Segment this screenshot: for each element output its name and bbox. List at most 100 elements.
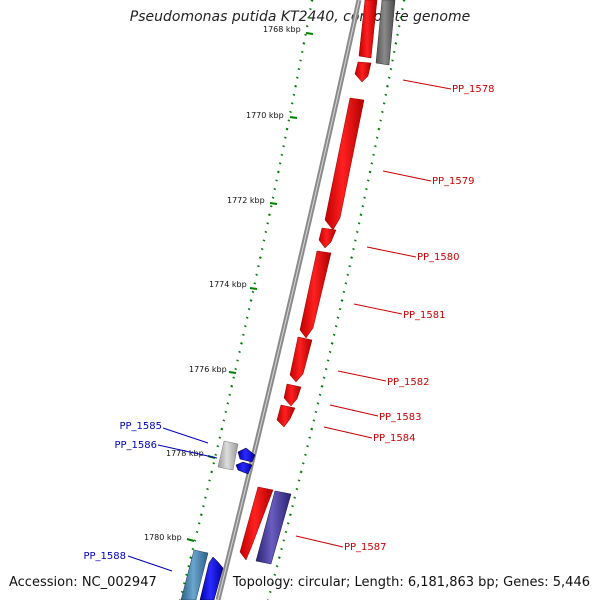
gene-label-pp-1585[interactable]: PP_1585 (119, 421, 162, 432)
gene-label-pp-1584[interactable]: PP_1584 (373, 433, 416, 444)
genome-stats: Topology: circular; Length: 6,181,863 bp… (232, 575, 590, 590)
tick-track-left-dot (238, 350, 241, 354)
gene-neighbor-gray[interactable] (375, 0, 396, 66)
gene-pp-1587[interactable] (255, 490, 292, 565)
tick-track-right-dot (372, 153, 375, 156)
accession-label: Accession: NC_002947 (9, 575, 157, 590)
gene-label-pp-1588[interactable]: PP_1588 (83, 551, 126, 562)
tick-track-left-dot (185, 573, 188, 576)
gene-pp-1586[interactable] (235, 447, 256, 475)
tick-track-left-dot (257, 265, 260, 268)
tick-track-right-dot (286, 522, 290, 525)
tick-track-right-dot (402, 0, 406, 2)
connector-pp-1585 (162, 427, 209, 444)
tick-track-left-dot (195, 530, 199, 534)
gene-labels: PP_1578 PP_1579 PP_1580 PP_1581 PP_1582 … (83, 84, 494, 562)
tick-track-left-dot (262, 239, 266, 242)
gene-pp-1582[interactable] (289, 336, 313, 383)
tick-track-right-dot (344, 282, 348, 285)
tick-track-left-dot (309, 7, 312, 11)
tick-track-left-dot (269, 205, 273, 208)
gene-pp-1585[interactable] (217, 440, 239, 471)
gene-pp-1583[interactable] (283, 383, 302, 407)
gene-pp-1580[interactable] (318, 227, 337, 249)
connector-pp-1588 (127, 555, 173, 572)
tick-track-left-dot (292, 93, 296, 96)
tick-track-left-dot (289, 110, 292, 114)
tick-track-right-dot (304, 453, 307, 456)
gene-label-pp-1587[interactable]: PP_1587 (344, 542, 387, 553)
gene-label-pp-1586[interactable]: PP_1586 (114, 440, 157, 451)
tick-track-left (179, 0, 314, 600)
tick-track-left-dot (264, 230, 268, 234)
gene-pp-1577[interactable] (358, 0, 378, 59)
tick-track-right-dot (297, 479, 301, 482)
tick-track-left-dot (282, 145, 285, 148)
tick-track-left-dot (299, 59, 302, 62)
gene-pp-1577-partial[interactable] (354, 61, 372, 83)
tick-track-right-dot (295, 487, 299, 491)
tick-track-left-dot (240, 341, 243, 345)
gene-pp-1581[interactable] (299, 250, 332, 339)
tick-track-left-dot (245, 316, 249, 319)
tick-track-right-dot (394, 41, 398, 45)
tick-track-left-dot (295, 76, 299, 79)
tick-track-right-dot (396, 33, 399, 36)
tick-track-right-dot (374, 145, 377, 148)
tick-track-right-dot (299, 470, 303, 474)
tick-track-left-dot (290, 102, 294, 105)
gene-label-pp-1583[interactable]: PP_1583 (379, 412, 422, 423)
gene-label-pp-1580[interactable]: PP_1580 (417, 252, 460, 263)
gene-label-pp-1582[interactable]: PP_1582 (387, 377, 430, 388)
gene-label-pp-1578[interactable]: PP_1578 (452, 84, 495, 95)
tick-track-right-dot (399, 16, 403, 19)
tick-track-left-dot (208, 479, 211, 482)
tick-track-left-dot (210, 470, 214, 474)
tick-track-right-dot (391, 59, 394, 62)
tick-track-right-dot (355, 230, 359, 234)
tick-track-right-dot (306, 445, 309, 448)
tick-track-left-dot (220, 427, 224, 431)
tick-track-right-dot (370, 162, 374, 165)
tick-track-right-dot (363, 196, 366, 199)
gene-pp-1584[interactable] (276, 404, 296, 428)
tick-track-right-dot (271, 582, 274, 585)
tick-mark-1780 (186, 538, 195, 542)
tick-track-right-dot (401, 7, 404, 11)
tick-track-left-dot (304, 33, 307, 36)
tick-track-right-dot (366, 179, 370, 182)
gene-pp-1579[interactable] (324, 97, 365, 231)
tick-track-left-dot (236, 359, 239, 362)
tick-label-1770: 1770 kbp (246, 111, 284, 120)
gene-label-pp-1579[interactable]: PP_1579 (432, 176, 475, 187)
tick-track-left-dot (302, 41, 306, 45)
tick-track-left-dot (247, 307, 251, 311)
tick-track-left-dot (268, 213, 271, 217)
tick-track-left-dot (230, 384, 234, 388)
tick-track-right-dot (365, 187, 368, 191)
tick-track-right-dot (381, 110, 384, 114)
tick-track-right-dot (291, 505, 294, 508)
tick-track-right-dot (361, 205, 365, 208)
tick-track-left-dot (187, 565, 190, 568)
tick-mark-1768 (305, 32, 314, 35)
tick-track-right-dot (350, 256, 354, 260)
tick-track-right-dot (336, 316, 340, 319)
tick-label-1778: 1778 kbp (166, 449, 204, 458)
tick-track-right-dot (301, 462, 305, 465)
tick-track-right-dot (316, 402, 320, 405)
tick-mark-1772 (269, 202, 278, 205)
tick-track-left-dot (189, 556, 193, 560)
tick-track-right-dot (377, 127, 381, 131)
tick-track-right-dot (338, 307, 342, 311)
gene-label-pp-1581[interactable]: PP_1581 (403, 310, 446, 321)
connector-pp-1582 (337, 370, 387, 382)
connector-pp-1580 (366, 246, 417, 258)
tick-track-left-dot (275, 179, 278, 182)
gene-pp-1588[interactable] (180, 549, 209, 600)
gene-pp-1589[interactable] (199, 556, 224, 600)
tick-track-left-dot (242, 333, 245, 336)
tick-track-left-dot (266, 222, 269, 225)
tick-track-right-dot (280, 547, 283, 551)
gene-pp-1586-red[interactable] (239, 486, 274, 561)
